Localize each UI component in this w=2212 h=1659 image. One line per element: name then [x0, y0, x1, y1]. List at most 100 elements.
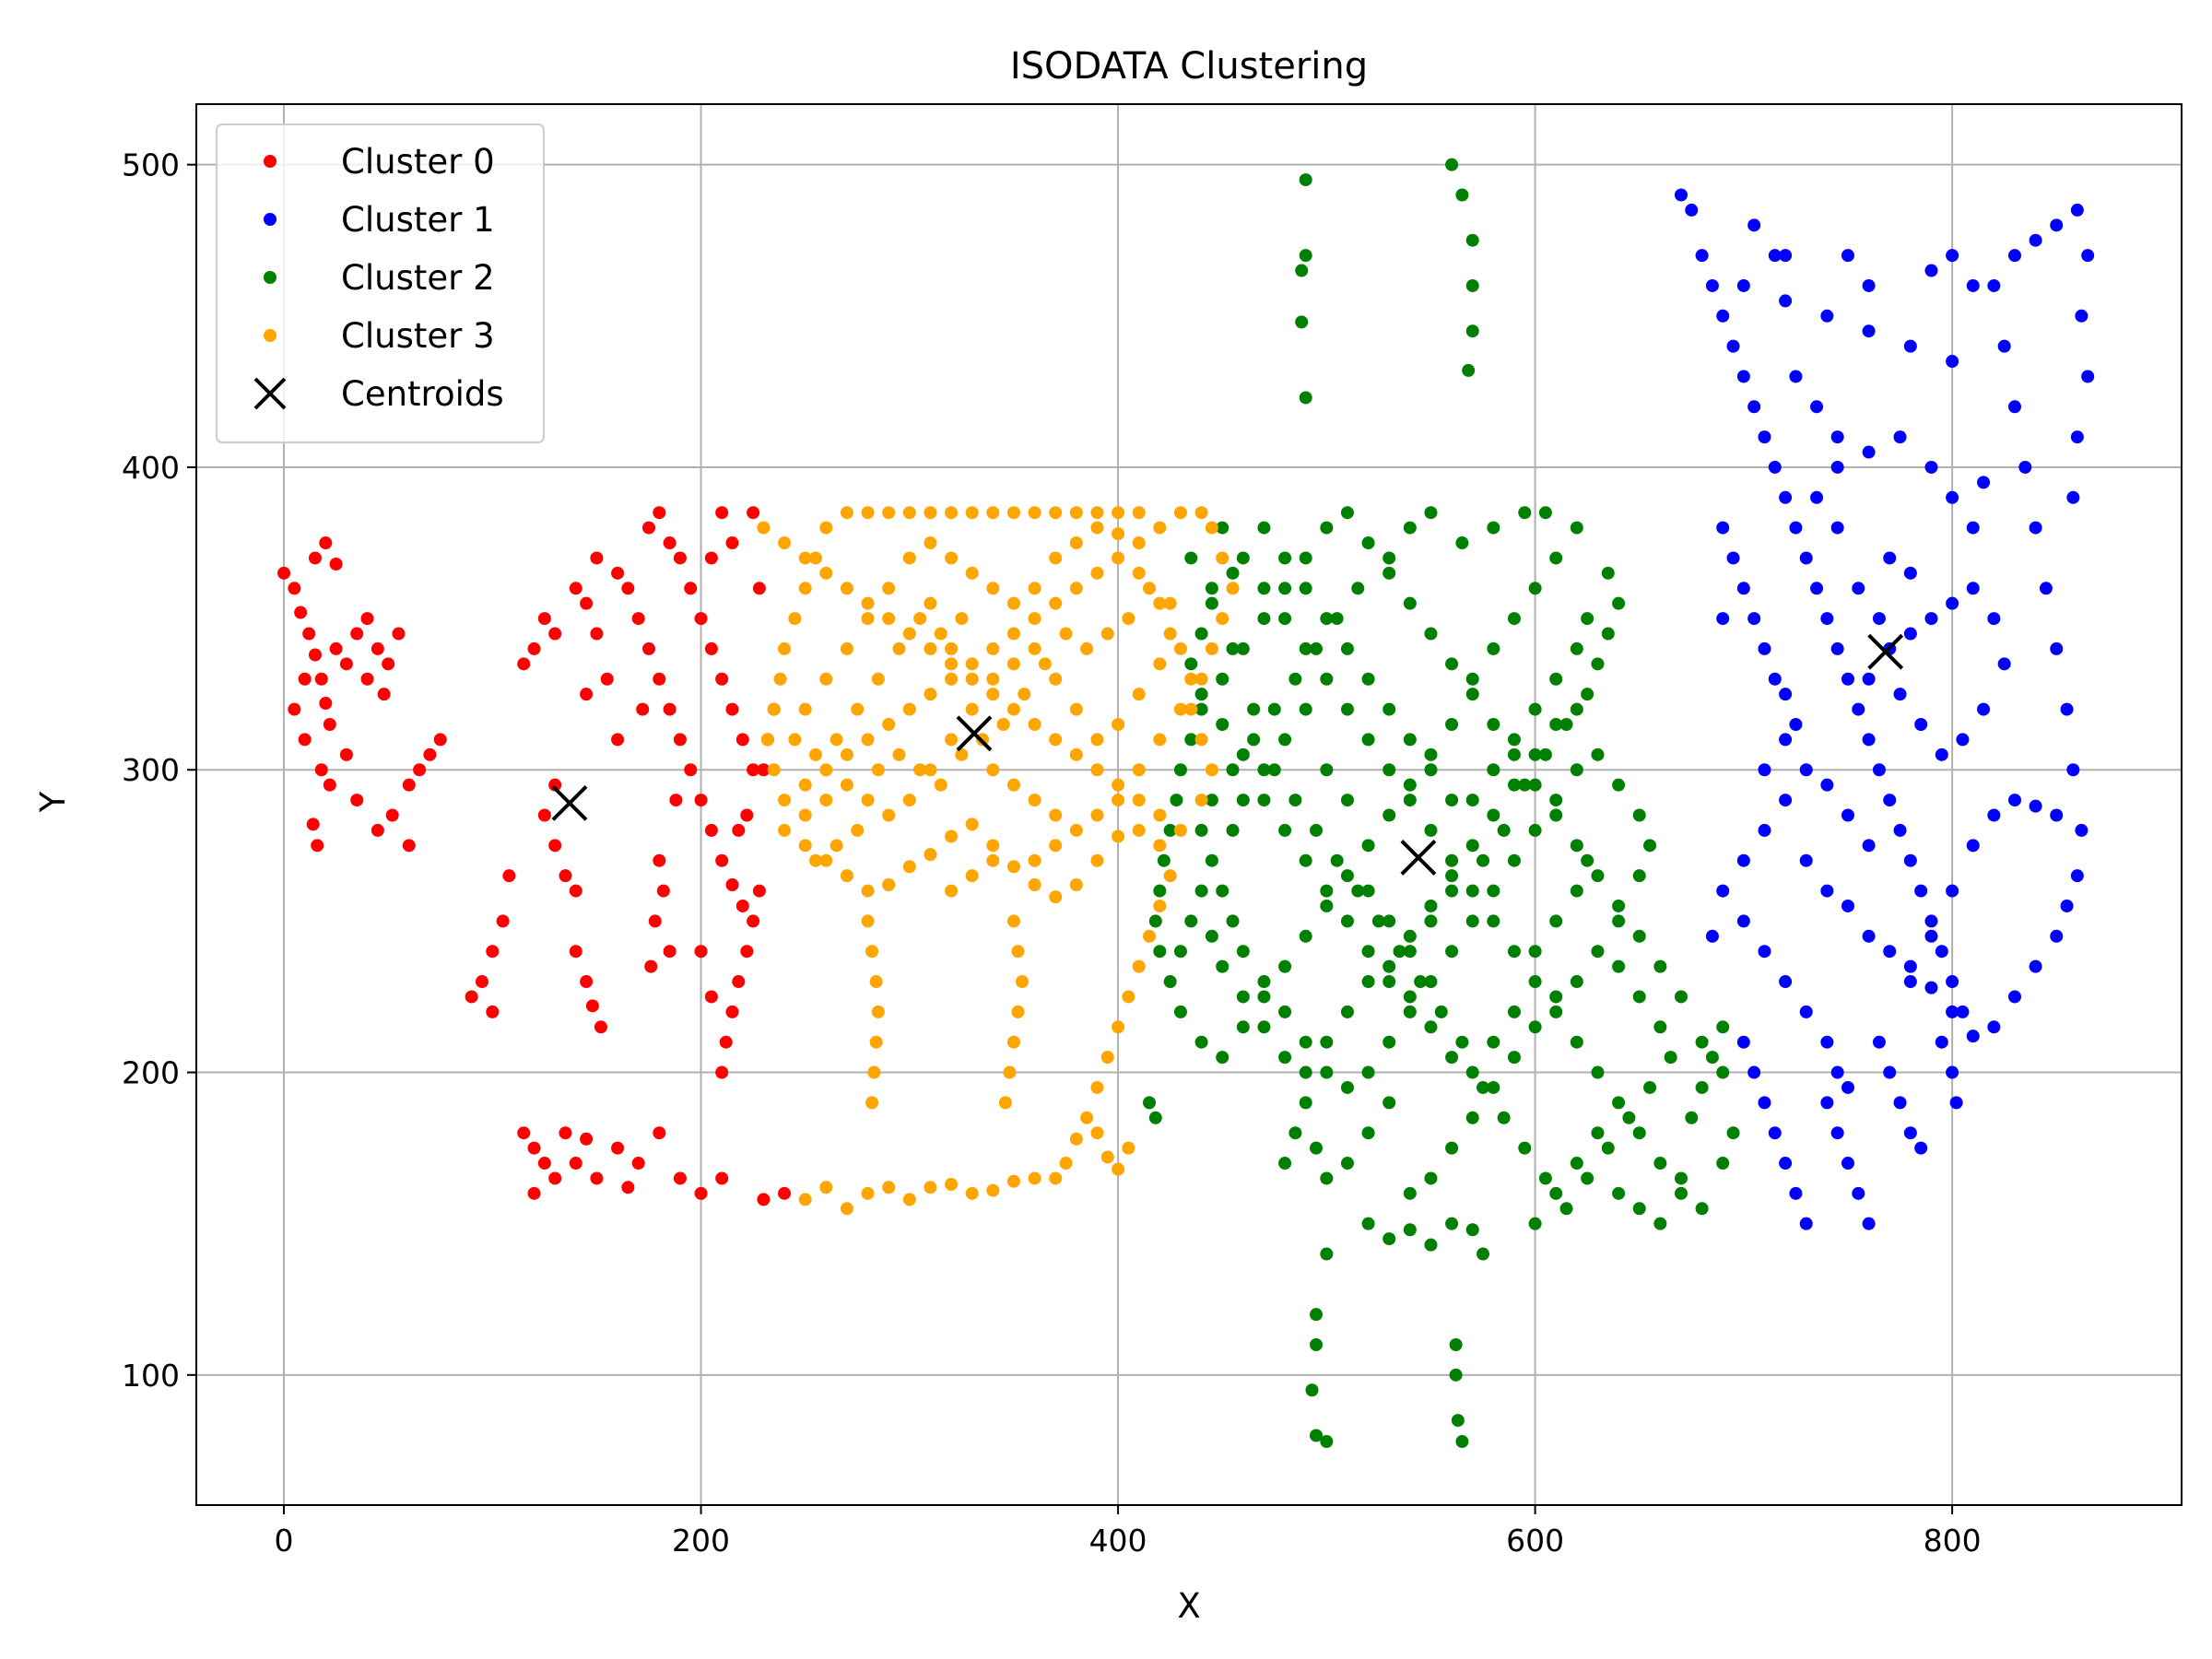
data-point [1893, 1096, 1907, 1110]
data-point [1090, 1080, 1104, 1094]
data-point [621, 582, 635, 595]
data-point [1194, 672, 1208, 686]
data-point [1591, 657, 1605, 671]
data-point [1382, 959, 1396, 973]
data-point [778, 794, 792, 807]
data-point [955, 747, 969, 761]
data-point [1424, 506, 1438, 520]
data-point [788, 733, 802, 747]
data-point [548, 1171, 562, 1185]
centroid-marker [551, 784, 588, 821]
data-point [1382, 914, 1396, 928]
data-point [319, 697, 333, 711]
data-point [382, 657, 395, 671]
data-point [924, 596, 937, 610]
data-point [1528, 582, 1542, 595]
data-point [1622, 1111, 1636, 1124]
data-point [1445, 1141, 1459, 1155]
data-point [298, 733, 312, 747]
data-point [861, 596, 875, 610]
data-point [1049, 808, 1063, 822]
data-point [1462, 363, 1476, 377]
data-point [1455, 188, 1469, 202]
data-point [924, 848, 937, 862]
data-point [653, 1126, 666, 1140]
data-point [1695, 1080, 1709, 1094]
data-point [1132, 763, 1146, 777]
data-point [1653, 959, 1667, 973]
data-point [1716, 1065, 1730, 1079]
data-point [998, 1096, 1012, 1110]
data-point [1247, 733, 1261, 747]
data-point [830, 733, 843, 747]
data-point [1612, 1096, 1626, 1110]
data-point [1299, 173, 1312, 187]
data-point [1216, 521, 1230, 535]
data-point [830, 839, 843, 853]
data-point [851, 702, 865, 716]
data-point [1538, 747, 1552, 761]
data-point [2070, 869, 2084, 883]
data-point [851, 823, 865, 837]
data-point [1935, 747, 1948, 761]
data-point [945, 551, 959, 565]
legend-marker [253, 377, 287, 410]
data-point [1132, 823, 1146, 837]
data-point [1632, 1202, 1646, 1216]
data-point [1653, 1020, 1667, 1034]
data-point [2029, 521, 2042, 535]
data-point [1862, 733, 1876, 747]
centroid-marker [1867, 633, 1904, 670]
data-point [1163, 869, 1177, 883]
data-point [1445, 884, 1459, 898]
data-point [1528, 778, 1542, 792]
data-point [1758, 823, 1771, 837]
data-point [1465, 278, 1479, 292]
data-point [1006, 860, 1020, 874]
data-point [1403, 521, 1417, 535]
data-point [1758, 430, 1771, 444]
data-point [1361, 975, 1375, 989]
data-point [1424, 899, 1438, 912]
data-point [1946, 596, 1959, 610]
data-point [1810, 400, 1824, 414]
data-point [1664, 1051, 1677, 1065]
data-point [1716, 309, 1730, 323]
data-point [1226, 823, 1240, 837]
data-point [1424, 763, 1438, 777]
data-point [1163, 975, 1177, 989]
data-point [1361, 1065, 1375, 1079]
data-point [882, 612, 896, 626]
data-point [1278, 959, 1292, 973]
data-point [1028, 853, 1041, 867]
data-point [1351, 884, 1365, 898]
data-point [1935, 945, 1948, 959]
data-point [1830, 641, 1844, 655]
data-point [1570, 884, 1583, 898]
data-point [1205, 641, 1218, 655]
data-point [1382, 1035, 1396, 1049]
data-point [1903, 853, 1917, 867]
data-point [945, 830, 959, 843]
data-point [1170, 794, 1183, 807]
data-point [945, 506, 959, 520]
legend-marker [264, 271, 276, 284]
data-point [1205, 929, 1218, 943]
data-point [1507, 945, 1521, 959]
data-point [486, 1005, 500, 1018]
data-point [1477, 1080, 1490, 1094]
data-point [1747, 1065, 1761, 1079]
data-point [1455, 1035, 1469, 1049]
data-point [1779, 733, 1793, 747]
data-point [1278, 1051, 1292, 1065]
data-point [1914, 884, 1928, 898]
data-point [945, 1178, 959, 1192]
data-point [653, 672, 666, 686]
data-point [2070, 203, 2084, 217]
data-point [423, 747, 437, 761]
data-point [924, 506, 937, 520]
data-point [569, 945, 582, 959]
data-point [1226, 582, 1240, 595]
y-tick-label: 300 [122, 752, 180, 788]
data-point [2070, 430, 2084, 444]
